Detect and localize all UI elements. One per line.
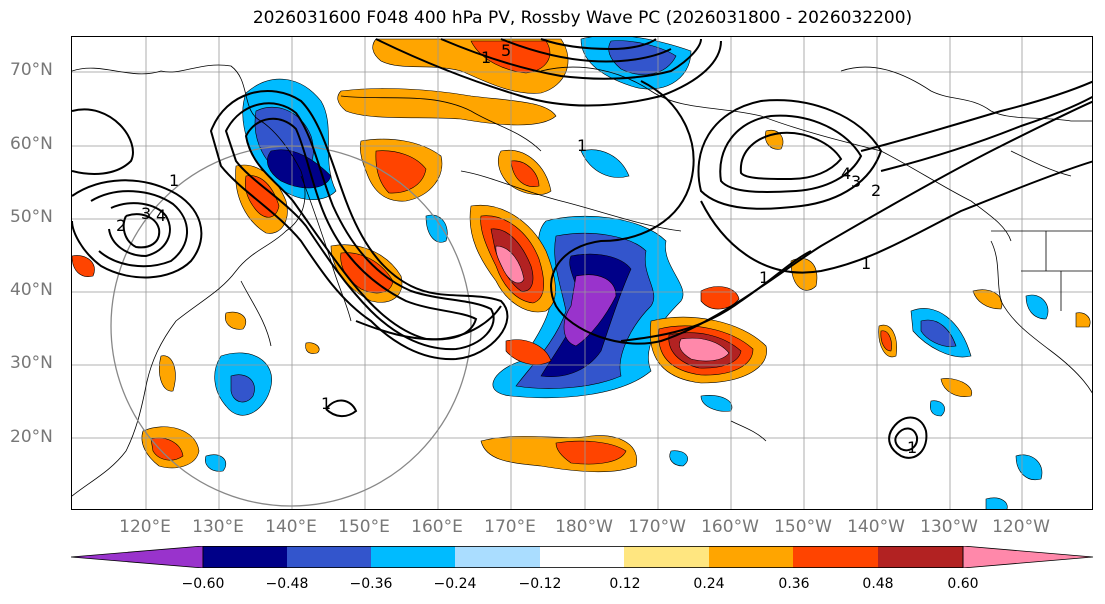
colorbar-cell xyxy=(793,546,878,568)
negative-anomaly-region xyxy=(700,395,733,412)
contour-labels: 1 2 3 4 5 1 2 4 3 1 1 1 1 1 xyxy=(116,41,917,457)
negative-anomaly-region xyxy=(230,374,255,403)
lat-label-40n: 40°N xyxy=(10,280,53,300)
contour-label: 1 xyxy=(321,394,331,413)
positive-anomaly-region xyxy=(555,440,627,465)
colorbar-tick-label: −0.48 xyxy=(265,576,309,592)
positive-anomaly-region xyxy=(972,289,1003,310)
colorbar-cell xyxy=(455,546,540,568)
positive-anomaly-region xyxy=(1075,312,1091,328)
coastlines xyxy=(72,64,1092,497)
lon-label-140w: 140°W xyxy=(847,517,905,537)
contour-label: 4 xyxy=(156,206,166,225)
contour-label: 1 xyxy=(861,254,871,273)
contour-label: 3 xyxy=(851,172,861,191)
colorbar xyxy=(71,546,1094,568)
colorbar-tick-label: 0.36 xyxy=(778,576,810,592)
pv-contours xyxy=(72,38,1092,459)
lat-label-70n: 70°N xyxy=(10,60,53,80)
colorbar-cell xyxy=(71,546,204,568)
colorbar-tick-label: −0.36 xyxy=(349,576,393,592)
lon-label-150e: 150°E xyxy=(338,517,390,537)
contour-label: 5 xyxy=(501,41,511,60)
lat-label-60n: 60°N xyxy=(10,134,53,154)
contour-label: 1 xyxy=(577,136,587,155)
negative-anomaly-region xyxy=(1015,454,1043,481)
lon-label-160w: 160°W xyxy=(701,517,759,537)
lon-label-150w: 150°W xyxy=(774,517,832,537)
positive-anomaly-region xyxy=(940,378,973,397)
positive-anomaly-region xyxy=(72,255,95,277)
colorbar-cell xyxy=(203,546,287,568)
range-circle xyxy=(110,145,472,507)
contour-label: 1 xyxy=(759,268,769,287)
colorbar-cell xyxy=(371,546,455,568)
negative-anomaly-region xyxy=(920,319,957,347)
lon-label-170w: 170°W xyxy=(628,517,686,537)
positive-anomaly-region xyxy=(305,342,320,354)
lon-label-120e: 120°E xyxy=(119,517,171,537)
colorbar-cells xyxy=(71,546,1094,568)
positive-anomaly-region xyxy=(505,339,552,365)
colorbar-cell xyxy=(624,546,709,568)
negative-anomaly-region xyxy=(1025,294,1049,320)
contour-label: 1 xyxy=(169,171,179,190)
positive-anomaly-region xyxy=(510,160,540,187)
contour-label: 3 xyxy=(141,204,151,223)
negative-anomaly-region xyxy=(930,400,945,417)
colorbar-tick-label: 0.48 xyxy=(862,576,894,592)
contour-label: 2 xyxy=(116,216,126,235)
colorbar-tick-label: −0.24 xyxy=(433,576,477,592)
colorbar-tick-label: 0.60 xyxy=(947,576,979,592)
positive-anomaly-region xyxy=(880,330,892,352)
map-panel: 1 2 3 4 5 1 2 4 3 1 1 1 1 1 xyxy=(71,36,1093,510)
contour-label: 4 xyxy=(841,164,851,183)
positive-anomaly-region xyxy=(375,150,427,194)
lon-label-120w: 120°W xyxy=(992,517,1050,537)
map-title: 2026031600 F048 400 hPa PV, Rossby Wave … xyxy=(252,8,913,28)
lat-label-50n: 50°N xyxy=(10,207,53,227)
contour-label: 1 xyxy=(481,48,491,67)
positive-anomaly-region xyxy=(679,337,730,362)
colorbar-frame xyxy=(202,546,964,568)
negative-anomaly-region xyxy=(425,214,448,243)
lon-label-170e: 170°E xyxy=(484,517,536,537)
contour-label: 1 xyxy=(907,438,917,457)
colorbar-cell xyxy=(709,546,793,568)
positive-anomaly-region xyxy=(495,245,525,284)
negative-anomaly-region xyxy=(580,149,630,178)
negative-anomaly-region xyxy=(563,274,617,347)
positive-anomaly-region xyxy=(337,88,557,126)
lon-label-140e: 140°E xyxy=(265,517,317,537)
negative-anomaly-region xyxy=(669,450,688,467)
colorbar-tick-label: −0.60 xyxy=(181,576,225,592)
negative-anomaly-region xyxy=(985,497,1008,509)
positive-anomaly-region xyxy=(159,355,176,392)
lon-label-160e: 160°E xyxy=(411,517,463,537)
contour-label: 2 xyxy=(871,181,881,200)
positive-anomaly-region xyxy=(150,437,184,461)
colorbar-cell xyxy=(287,546,371,568)
lon-label-130e: 130°E xyxy=(192,517,244,537)
colorbar-cell xyxy=(878,546,963,568)
positive-anomaly-region xyxy=(225,311,247,330)
colorbar-tick-label: 0.24 xyxy=(693,576,725,592)
lat-label-20n: 20°N xyxy=(10,427,53,447)
colorbar-cell xyxy=(540,546,624,568)
pv-anomaly-shading xyxy=(72,37,1091,509)
colorbar-cell xyxy=(962,546,1094,568)
lon-label-180w: 180°W xyxy=(555,517,613,537)
colorbar-tick-label: 0.12 xyxy=(609,576,641,592)
negative-anomaly-region xyxy=(205,454,227,472)
lat-label-30n: 30°N xyxy=(10,353,53,373)
lon-label-130w: 130°W xyxy=(920,517,978,537)
colorbar-tick-label: −0.12 xyxy=(518,576,562,592)
